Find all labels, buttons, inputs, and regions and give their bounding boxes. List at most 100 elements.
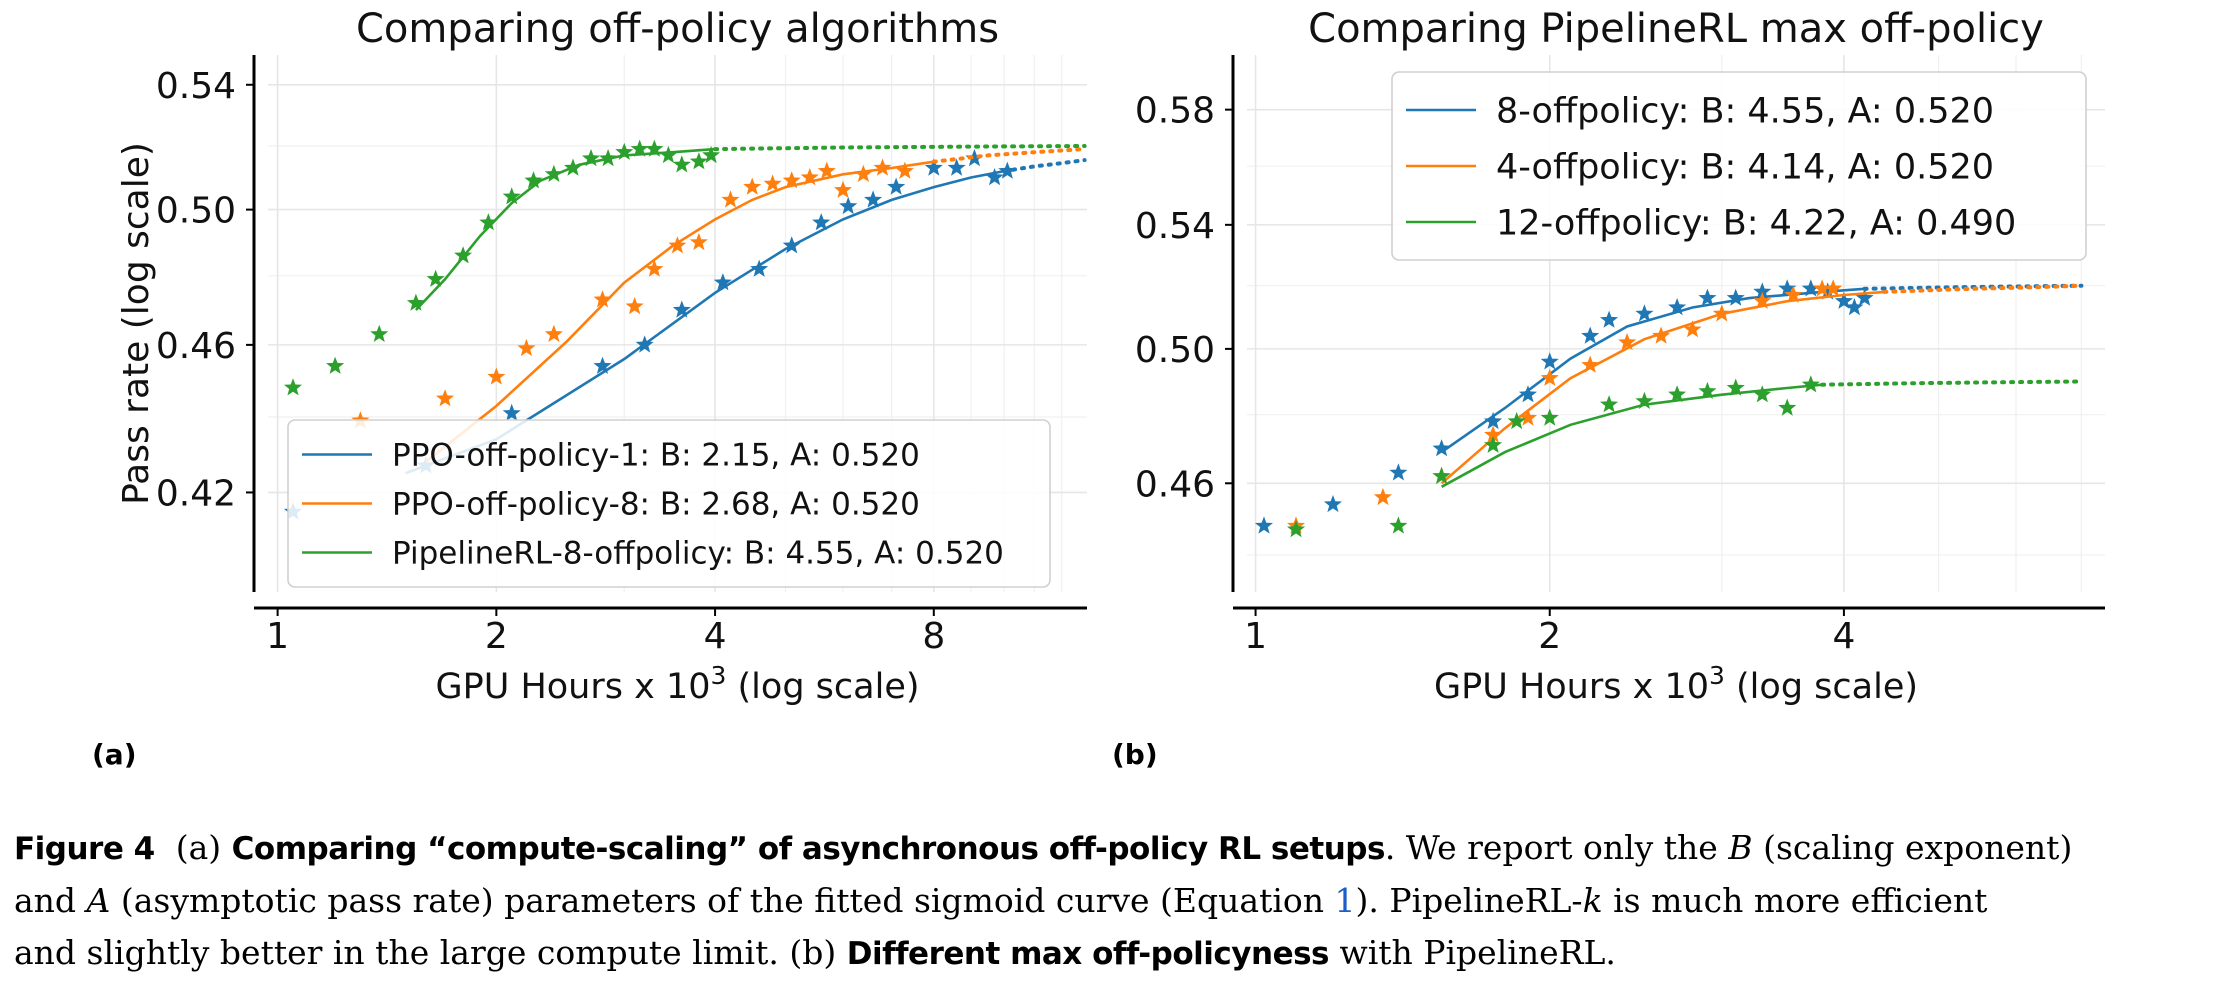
data-point-green	[582, 149, 601, 167]
y-tick-label: 0.54	[1135, 206, 1215, 247]
data-point-blue	[782, 236, 801, 254]
data-point-orange	[1652, 326, 1671, 344]
y-tick-label: 0.50	[156, 191, 236, 232]
data-point-orange	[625, 297, 644, 315]
legend-label: 12-offpolicy: B: 4.22, A: 0.490	[1496, 204, 2016, 244]
chart-title: Comparing PipelineRL max off-policy	[1308, 6, 2044, 52]
data-point-green	[564, 158, 582, 176]
data-point-green	[1287, 520, 1306, 538]
data-point-orange	[895, 161, 914, 179]
data-point-orange	[763, 174, 782, 192]
data-point-orange	[689, 232, 708, 251]
legend-label: PipelineRL-8-offpolicy: B: 4.55, A: 0.52…	[392, 536, 1004, 572]
data-point-green	[284, 378, 302, 396]
data-point-green	[599, 149, 618, 167]
data-point-orange	[743, 177, 762, 195]
data-point-blue	[1484, 411, 1503, 430]
data-point-green	[1753, 385, 1772, 403]
data-point-orange	[834, 180, 852, 198]
data-point-green	[689, 152, 708, 170]
data-point-green	[544, 164, 563, 182]
data-point-orange	[800, 168, 819, 186]
data-point-green	[1668, 385, 1687, 403]
data-point-orange	[1540, 368, 1559, 386]
equation-link[interactable]: 1	[1334, 881, 1356, 920]
data-point-orange	[782, 171, 801, 189]
data-point-orange	[1784, 285, 1803, 303]
data-point-green	[659, 145, 678, 164]
data-point-blue	[1389, 463, 1408, 481]
y-tick-label: 0.42	[156, 473, 236, 514]
y-tick-label: 0.46	[1135, 464, 1215, 505]
data-point-green	[1801, 375, 1820, 393]
data-point-green	[502, 187, 521, 205]
data-point-blue	[839, 196, 858, 215]
data-point-blue	[1845, 298, 1864, 316]
data-point-green	[1600, 395, 1619, 413]
extrapolation-line-green	[713, 144, 1087, 152]
chart-title: Comparing off-policy algorithms	[356, 6, 999, 52]
caption-text: . We report only the	[1384, 828, 1729, 867]
figure: 1 2 4 8 0.42 0.46 0.50 0.54 Comparing off-policy…	[116, 6, 2105, 707]
data-point-blue	[965, 149, 984, 167]
caption-text: (scaling exponent)	[1752, 828, 2073, 867]
data-point-blue	[1600, 310, 1619, 328]
data-point-green	[630, 139, 649, 157]
y-axis-label: Pass rate (log scale)	[116, 142, 157, 505]
data-point-orange	[645, 259, 664, 277]
caption-text: and slightly better in the large compute…	[14, 933, 847, 972]
data-point-blue	[1778, 279, 1797, 297]
data-point-green	[1507, 411, 1526, 430]
data-point-orange	[436, 389, 455, 407]
data-point-blue	[924, 158, 943, 176]
legend-box	[287, 419, 1051, 588]
data-point-blue	[635, 335, 654, 353]
legend-box	[1391, 71, 2087, 261]
data-point-orange	[873, 158, 892, 176]
data-point-green	[370, 324, 389, 342]
caption-line-3: and slightly better in the large compute…	[14, 927, 2214, 980]
fit-line-green	[414, 147, 716, 311]
data-point-blue	[1698, 288, 1717, 306]
data-point-blue	[947, 158, 966, 176]
figure-caption: Figure 4 (a) Comparing “compute-scaling”…	[14, 822, 2214, 980]
data-point-green	[672, 155, 691, 173]
caption-line-2: and A (asymptotic pass rate) parameters …	[14, 875, 2214, 927]
data-point-orange	[1683, 320, 1702, 338]
extrapolation-line-orange	[1882, 283, 2084, 294]
legend-label: 8-offpolicy: B: 4.55, A: 0.520	[1496, 92, 1994, 132]
data-point-blue	[1581, 326, 1600, 344]
data-point-blue	[713, 273, 732, 291]
data-point-green	[1778, 398, 1797, 416]
data-point-green	[1540, 408, 1559, 426]
x-axis-label: GPU Hours x 103 (log scale)	[435, 661, 919, 707]
data-point-orange	[517, 338, 536, 357]
data-point-orange	[1618, 333, 1637, 351]
caption-symbol-k: k	[1582, 881, 1603, 920]
data-point-blue	[1818, 282, 1837, 300]
data-point-orange	[544, 324, 563, 342]
data-point-orange	[1824, 279, 1843, 297]
data-point-blue	[1726, 288, 1745, 306]
caption-a-tag: (a)	[175, 828, 222, 867]
data-point-blue	[1635, 304, 1654, 322]
legend-label: PPO-off-policy-8: B: 2.68, A: 0.520	[392, 487, 920, 523]
data-point-green	[406, 293, 425, 311]
x-tick-label: 2	[1538, 616, 1561, 657]
fit-line-blue	[405, 169, 1005, 475]
caption-text: with PipelineRL.	[1329, 933, 1616, 972]
panel-label-a: (a)	[92, 738, 137, 771]
data-point-orange	[1484, 425, 1503, 443]
data-point-blue	[1432, 439, 1451, 457]
data-point-orange	[593, 290, 612, 308]
caption-text: ). PipelineRL-	[1355, 881, 1583, 920]
data-point-green	[615, 142, 634, 160]
data-point-orange	[854, 164, 873, 182]
extrapolation-line-blue	[1002, 158, 1087, 174]
data-point-green	[479, 213, 498, 231]
data-point-blue	[750, 259, 769, 277]
data-point-green	[1635, 391, 1654, 409]
x-tick-label: 4	[704, 616, 727, 657]
data-point-green	[1726, 378, 1745, 396]
data-point-green	[1484, 435, 1503, 453]
